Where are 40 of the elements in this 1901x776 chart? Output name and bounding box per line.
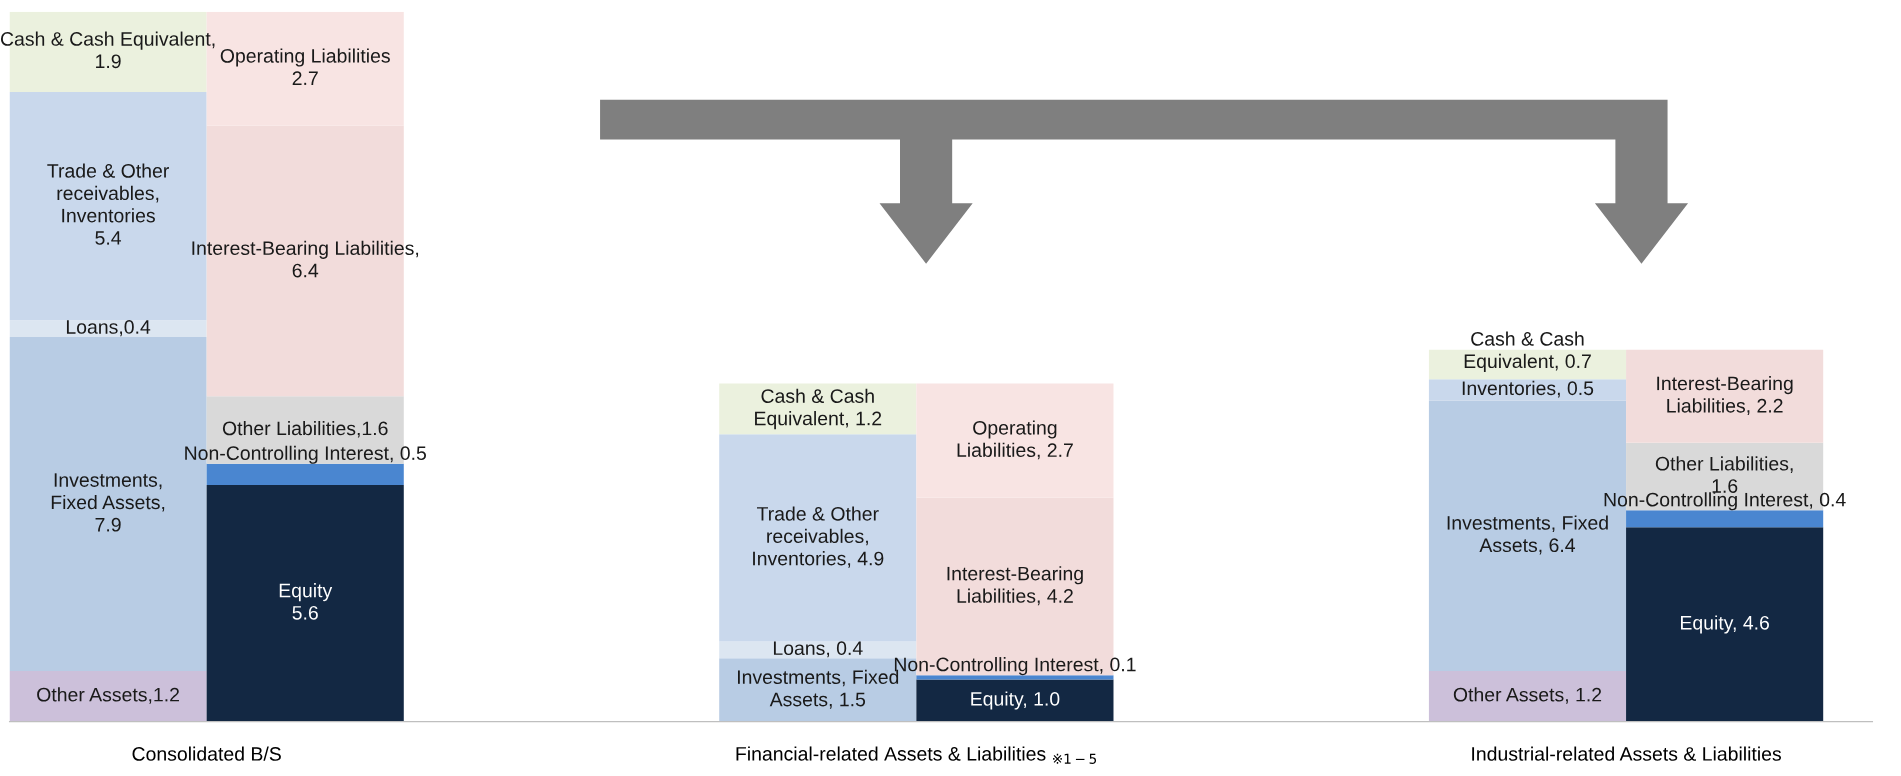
bar [916, 679, 1114, 722]
data-label: Interest-Bearing Liabilities, 4.2 [947, 566, 1083, 606]
bar [1428, 349, 1627, 380]
bar [1626, 349, 1824, 443]
data-label: Other Assets,1.2 [37, 687, 179, 704]
text: Consolidated B/S [132, 746, 281, 761]
data-label: Cash & Cash Equivalent, 1.9 [0, 31, 215, 69]
bar [206, 485, 404, 722]
data-label: Cash & Cash Equivalent, 1.2 [755, 388, 882, 430]
data-label: Equity 5.6 [279, 583, 333, 620]
text: Financial-related Assets & Liabilities $_{※1−5}$ [736, 746, 1097, 764]
text: Industrial-related Assets & Liabilities [1472, 746, 1781, 761]
data-label: Cash & Cash Equivalent, 0.7 [1464, 331, 1591, 372]
data-label: Other Liabilities,1.6 [222, 420, 388, 438]
data-label: Operating Liabilities, 2.7 [957, 420, 1073, 460]
bar [916, 675, 1114, 680]
bar [1428, 670, 1627, 722]
data-label: Other Assets, 1.2 [1453, 687, 1602, 704]
bar [206, 463, 404, 485]
data-label: Non-Controlling Interest, 0.4 [1604, 492, 1846, 511]
data-label: Loans,0.4 [66, 320, 151, 337]
data-label: Equity, 1.0 [971, 691, 1060, 710]
bar [9, 670, 207, 722]
bar [1626, 527, 1824, 722]
data-label: Investments, Fixed Assets, 7.9 [51, 473, 165, 532]
data-label: Interest-Bearing Liabilities, 6.4 [192, 240, 419, 278]
data-label: Equity, 4.6 [1681, 615, 1769, 634]
data-label: Trade & Other receivables, Inventories, 4.9 [753, 506, 884, 568]
data-label: Inventories, 0.5 [1462, 380, 1594, 398]
data-label: Interest-Bearing Liabilities, 2.2 [1657, 376, 1793, 415]
bar [1626, 510, 1824, 528]
data-label: Trade & Other receivables, Inventories 5.4 [47, 163, 169, 245]
bar [9, 320, 207, 338]
data-label: Non-Controlling Interest, 0.5 [185, 445, 426, 464]
bar [719, 434, 917, 642]
data-label: Other Liabilities, 1.6 [1655, 456, 1793, 493]
data-label: Operating Liabilities 2.7 [220, 48, 390, 85]
bar [719, 641, 917, 659]
data-label: Investments, Fixed Assets, 6.4 [1447, 515, 1608, 555]
data-label: Loans, 0.4 [773, 641, 863, 658]
